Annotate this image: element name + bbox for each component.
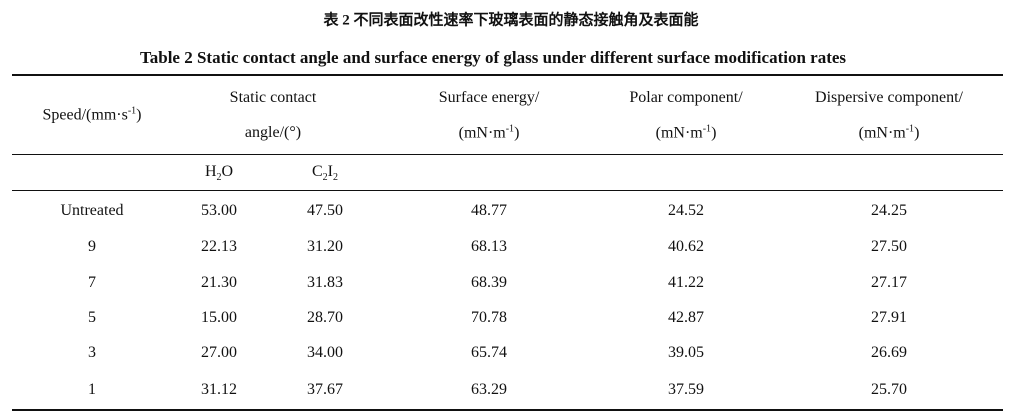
- table-cell: 31.20: [307, 238, 343, 255]
- table-cell: 70.78: [471, 309, 507, 326]
- text: ): [711, 124, 717, 142]
- text: Static contact: [229, 89, 317, 106]
- table-cell: 27.91: [871, 309, 907, 326]
- header-rule: [12, 154, 1003, 155]
- table-cell: 27.50: [871, 238, 907, 255]
- top-rule: [12, 74, 1003, 76]
- table-cell: 25.70: [871, 381, 907, 398]
- header-cell: Polar component/: [629, 89, 742, 107]
- table-cell: 41.22: [668, 274, 704, 291]
- table-cell: 28.70: [307, 309, 343, 326]
- header-cell: angle/(°): [245, 124, 301, 142]
- text: (mN·m: [858, 124, 906, 142]
- text: ): [514, 124, 520, 142]
- subscript: 2: [216, 172, 222, 184]
- table-cell: 26.69: [871, 344, 907, 361]
- header-cell: Dispersive component/: [815, 89, 963, 107]
- table-cell: 53.00: [201, 202, 237, 219]
- header-cell: Surface energy/: [439, 89, 540, 107]
- header-cell: Static contact: [230, 89, 317, 107]
- text: (mN·m: [655, 124, 703, 142]
- table-cell: 24.25: [871, 202, 907, 219]
- subheader-rule: [12, 190, 1003, 191]
- table-cell: 9: [88, 238, 96, 255]
- text: I: [327, 162, 333, 180]
- table-cell: 42.87: [668, 309, 704, 326]
- table-cell: 31.83: [307, 274, 343, 291]
- title-en: Table 2 Static contact angle and surface…: [139, 48, 847, 67]
- table-cell: 34.00: [307, 344, 343, 361]
- table-cell: 5: [88, 309, 96, 326]
- title-cn: 表 2 不同表面改性速率下玻璃表面的静态接触角及表面能: [323, 12, 699, 29]
- table-cell: 65.74: [471, 344, 507, 361]
- text: H: [204, 162, 217, 180]
- superscript: -1: [505, 123, 515, 135]
- subheader-cell: H2O: [205, 163, 233, 183]
- table-cell: 68.13: [471, 238, 507, 255]
- text: Surface energy/: [438, 89, 540, 106]
- text: O: [221, 162, 234, 180]
- table-cell: 47.50: [307, 202, 343, 219]
- table-cell: 27.17: [871, 274, 907, 291]
- table-cell: 63.29: [471, 381, 507, 398]
- header-cell: (mN·m-1): [656, 123, 717, 142]
- header-cell: (mN·m-1): [859, 123, 920, 142]
- bottom-rule: [12, 409, 1003, 411]
- table-cell: 40.62: [668, 238, 704, 255]
- table-cell: 37.59: [668, 381, 704, 398]
- table-cell: 7: [88, 274, 96, 291]
- table-cell: Untreated: [60, 202, 124, 219]
- table-cell: 22.13: [201, 238, 237, 255]
- table-cell: 48.77: [471, 202, 507, 219]
- text: ): [914, 124, 920, 142]
- superscript: -1: [127, 105, 137, 117]
- text: (mN·m: [458, 124, 506, 142]
- superscript: -1: [702, 123, 712, 135]
- table-cell: 24.52: [668, 202, 704, 219]
- table-cell: 31.12: [201, 381, 237, 398]
- table-cell: 68.39: [471, 274, 507, 291]
- subscript: 2: [333, 172, 338, 184]
- text: Polar component/: [629, 89, 743, 106]
- subheader-cell: C2I2: [312, 163, 338, 183]
- table-cell: 1: [88, 381, 96, 398]
- table-cell: 37.67: [307, 381, 343, 398]
- header-cell: (mN·m-1): [459, 123, 520, 142]
- text: Speed/(mm·s: [42, 106, 128, 124]
- text: C: [312, 162, 323, 180]
- superscript: -1: [905, 123, 915, 135]
- table-cell: 27.00: [201, 344, 237, 361]
- text: ): [136, 106, 142, 124]
- table-cell: 3: [88, 344, 96, 361]
- table-cell: 15.00: [201, 309, 237, 326]
- header-cell: Speed/(mm·s-1): [43, 105, 142, 124]
- text: Dispersive component/: [815, 89, 963, 106]
- table-cell: 39.05: [668, 344, 704, 361]
- table-cell: 21.30: [201, 274, 237, 291]
- subscript: 2: [322, 172, 328, 184]
- text: angle/(°): [244, 124, 302, 141]
